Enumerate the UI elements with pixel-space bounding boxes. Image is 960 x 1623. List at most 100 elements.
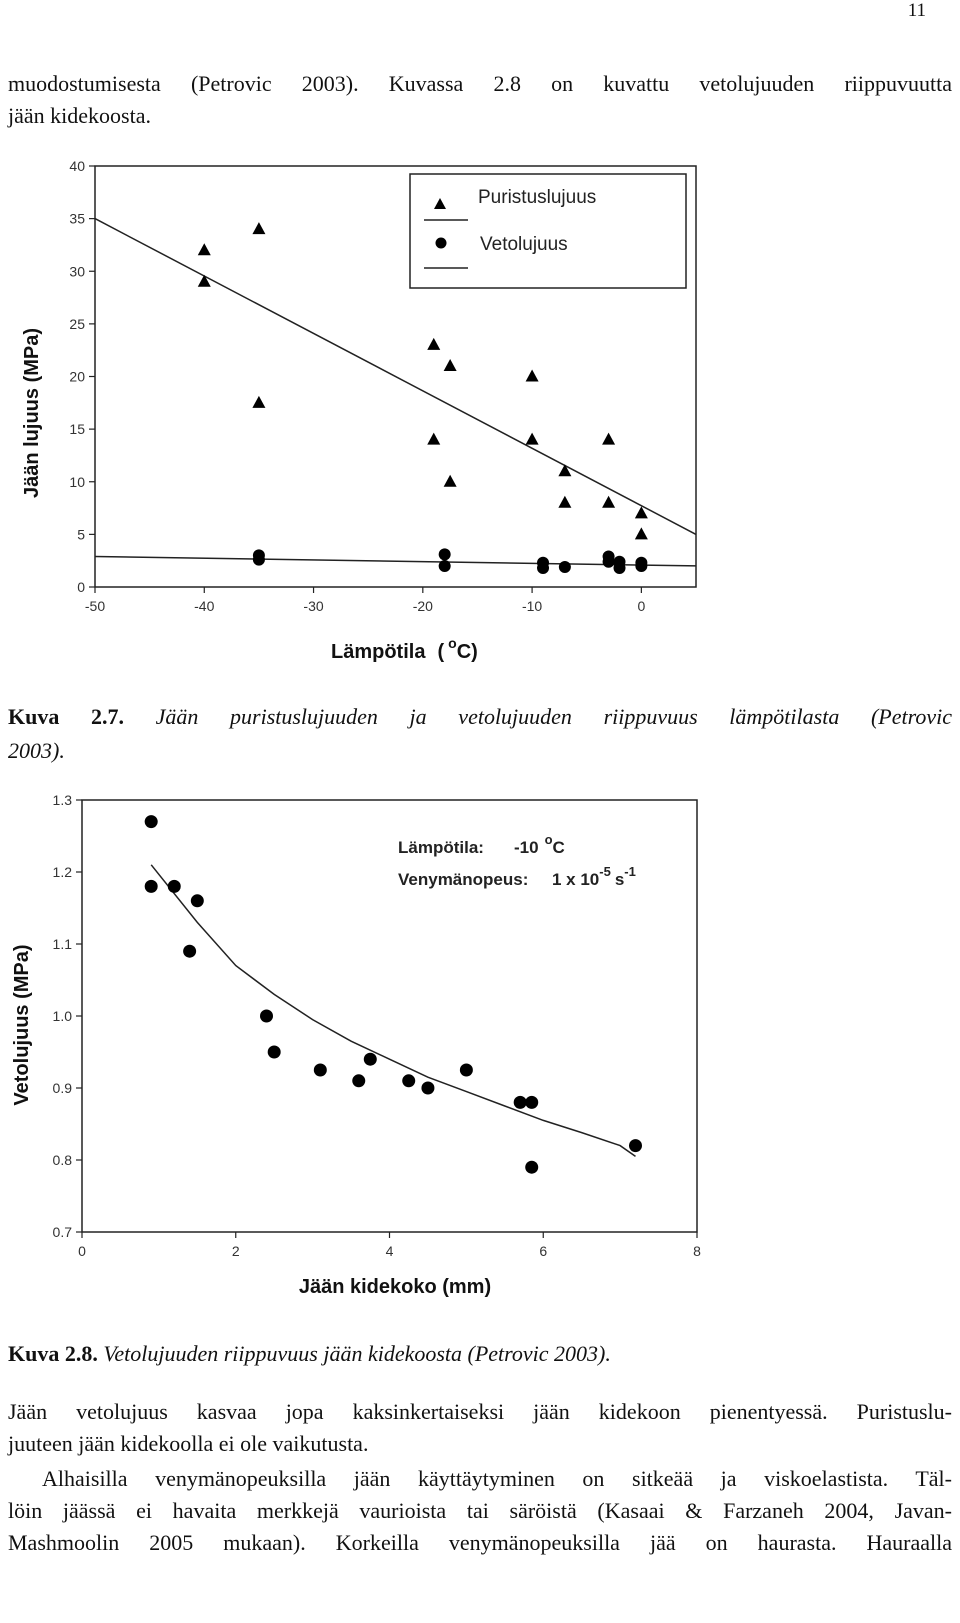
x-axis-label: Lämpötila(oC) [331, 635, 478, 663]
x-tick-label: -40 [194, 598, 214, 614]
triangle-point [525, 432, 539, 445]
circle-point [525, 1095, 539, 1109]
triangle-point [252, 222, 266, 235]
circle-point [537, 562, 550, 575]
circle-point [613, 562, 626, 575]
circle-point [635, 559, 648, 572]
figure1-caption-text-2: 2003). [8, 738, 65, 763]
circle-point [252, 553, 265, 566]
figure2-caption: Kuva 2.8. Vetolujuuden riippuvuus jään k… [8, 1337, 952, 1371]
x-tick-label: -10 [522, 598, 542, 614]
intro-line-2: jään kidekoosta. [8, 103, 151, 128]
figure1-caption-text: Jään puristuslujuuden ja vetolujuuden ri… [123, 704, 952, 729]
y-axis-ticks: 0.7 0.8 0.9 1.0 1.1 1.2 1.3 [53, 792, 82, 1240]
y-tick-label: 1.3 [53, 792, 73, 808]
trend-line [150, 864, 636, 1158]
triangle-point [443, 358, 457, 371]
body-line-4: löin jäässä ei havaita merkkejä vauriois… [8, 1498, 952, 1523]
circle-point [513, 1095, 527, 1109]
x-tick-label: 4 [386, 1243, 394, 1259]
figure1-caption-label: Kuva 2.7. [8, 704, 124, 729]
circle-point [459, 1063, 473, 1077]
strain-rate-annotation-value: 1 x 10-5 s-1 [552, 864, 636, 889]
legend-triangle-marker [434, 198, 446, 209]
y-tick-label: 15 [69, 421, 85, 437]
y-tick-label: 0.7 [53, 1224, 73, 1240]
y-tick-label: 5 [77, 526, 85, 542]
body-paragraph-2: Alhaisilla venymänopeuksilla jään käyttä… [8, 1463, 952, 1559]
trend-line [94, 217, 697, 536]
circle-point [629, 1139, 642, 1153]
strain-rate-annotation-label: Venymänopeus: [398, 870, 528, 889]
y-tick-label: 25 [69, 316, 85, 332]
x-tick-label: 2 [232, 1243, 240, 1259]
y-tick-label: 35 [69, 211, 85, 227]
trend-line [94, 555, 697, 567]
y-tick-label: 40 [69, 158, 85, 174]
legend-box [409, 173, 687, 289]
circle-point [525, 1160, 539, 1174]
triangle-point [197, 243, 211, 256]
figure1-caption: Kuva 2.7. Jään puristuslujuuden ja vetol… [8, 700, 952, 768]
circle-point [402, 1074, 416, 1088]
circle-point [602, 555, 615, 568]
y-tick-label: 1.0 [53, 1008, 73, 1024]
circle-point [558, 561, 571, 574]
grain-size-tensile-chart: 0.7 0.8 0.9 1.0 1.1 1.2 1.3 0 2 4 6 8 Lämpötila: -… [11, 792, 701, 1298]
figure2-caption-label: Kuva 2.8. [8, 1341, 98, 1366]
circle-point [183, 944, 197, 958]
circle-point [352, 1074, 366, 1088]
temperature-annotation-label: Lämpötila: [398, 838, 484, 857]
x-tick-label: 8 [693, 1243, 701, 1259]
temperature-strength-chart: 0 5 10 15 20 25 30 35 40 -50 -40 -30 -20 -10 0 Purist… [21, 158, 697, 663]
x-tick-label: 0 [78, 1243, 86, 1259]
y-tick-label: 20 [69, 369, 85, 385]
x-axis-label: Jään kidekoko (mm) [299, 1276, 491, 1298]
circle-point [363, 1052, 377, 1066]
triangle-point [558, 495, 572, 508]
y-tick-label: 10 [69, 474, 85, 490]
temperature-annotation-value: -10 oC [514, 832, 565, 857]
y-axis-ticks: 0 5 10 15 20 25 30 35 40 [69, 158, 95, 595]
x-axis-ticks: -50 -40 -30 -20 -10 0 [85, 587, 645, 614]
triangle-point [634, 527, 648, 540]
triangle-point [252, 395, 266, 408]
circle-point [144, 879, 158, 893]
triangle-point [634, 506, 648, 519]
circle-point [438, 548, 451, 561]
x-tick-label: 6 [539, 1243, 547, 1259]
y-tick-label: 1.1 [53, 936, 73, 952]
triangle-point [525, 369, 539, 382]
x-tick-label: -20 [413, 598, 433, 614]
body-line-3: Alhaisilla venymänopeuksilla jään käyttä… [42, 1466, 952, 1491]
circle-point [260, 1009, 273, 1023]
y-tick-label: 0 [77, 579, 85, 595]
trend-lines [94, 217, 697, 567]
triangle-point [427, 432, 441, 445]
circle-point [144, 815, 158, 829]
data-points [144, 815, 642, 1174]
intro-paragraph: muodostumisesta (Petrovic 2003). Kuvassa… [8, 68, 952, 132]
legend-circle-marker [435, 237, 447, 249]
figure2-caption-text: Vetolujuuden riippuvuus jään kidekoosta … [97, 1341, 611, 1366]
x-tick-label: -30 [303, 598, 323, 614]
legend-label-puristuslujuus: Puristuslujuus [478, 187, 596, 208]
y-axis-label: Jään lujuus (MPa) [21, 328, 43, 498]
x-axis-ticks: 0 2 4 6 8 [78, 1232, 701, 1259]
data-points [197, 222, 648, 575]
page-number: 11 [907, 0, 926, 21]
circle-point [267, 1045, 281, 1059]
body-line-1: Jään vetolujuus kasvaa jopa kaksinkertai… [8, 1399, 952, 1424]
circle-point [438, 559, 451, 572]
y-tick-label: 0.9 [53, 1080, 73, 1096]
triangle-point [602, 495, 616, 508]
body-line-5: Mashmoolin 2005 mukaan). Korkeilla venym… [8, 1530, 952, 1555]
triangle-point [443, 474, 457, 487]
x-tick-label: -50 [85, 598, 105, 614]
triangle-point [602, 432, 616, 445]
legend-label-vetolujuus: Vetolujuus [480, 234, 568, 255]
triangle-point [558, 464, 572, 477]
y-tick-label: 0.8 [53, 1152, 73, 1168]
circle-point [167, 879, 181, 893]
intro-line-1: muodostumisesta (Petrovic 2003). Kuvassa… [8, 71, 952, 96]
